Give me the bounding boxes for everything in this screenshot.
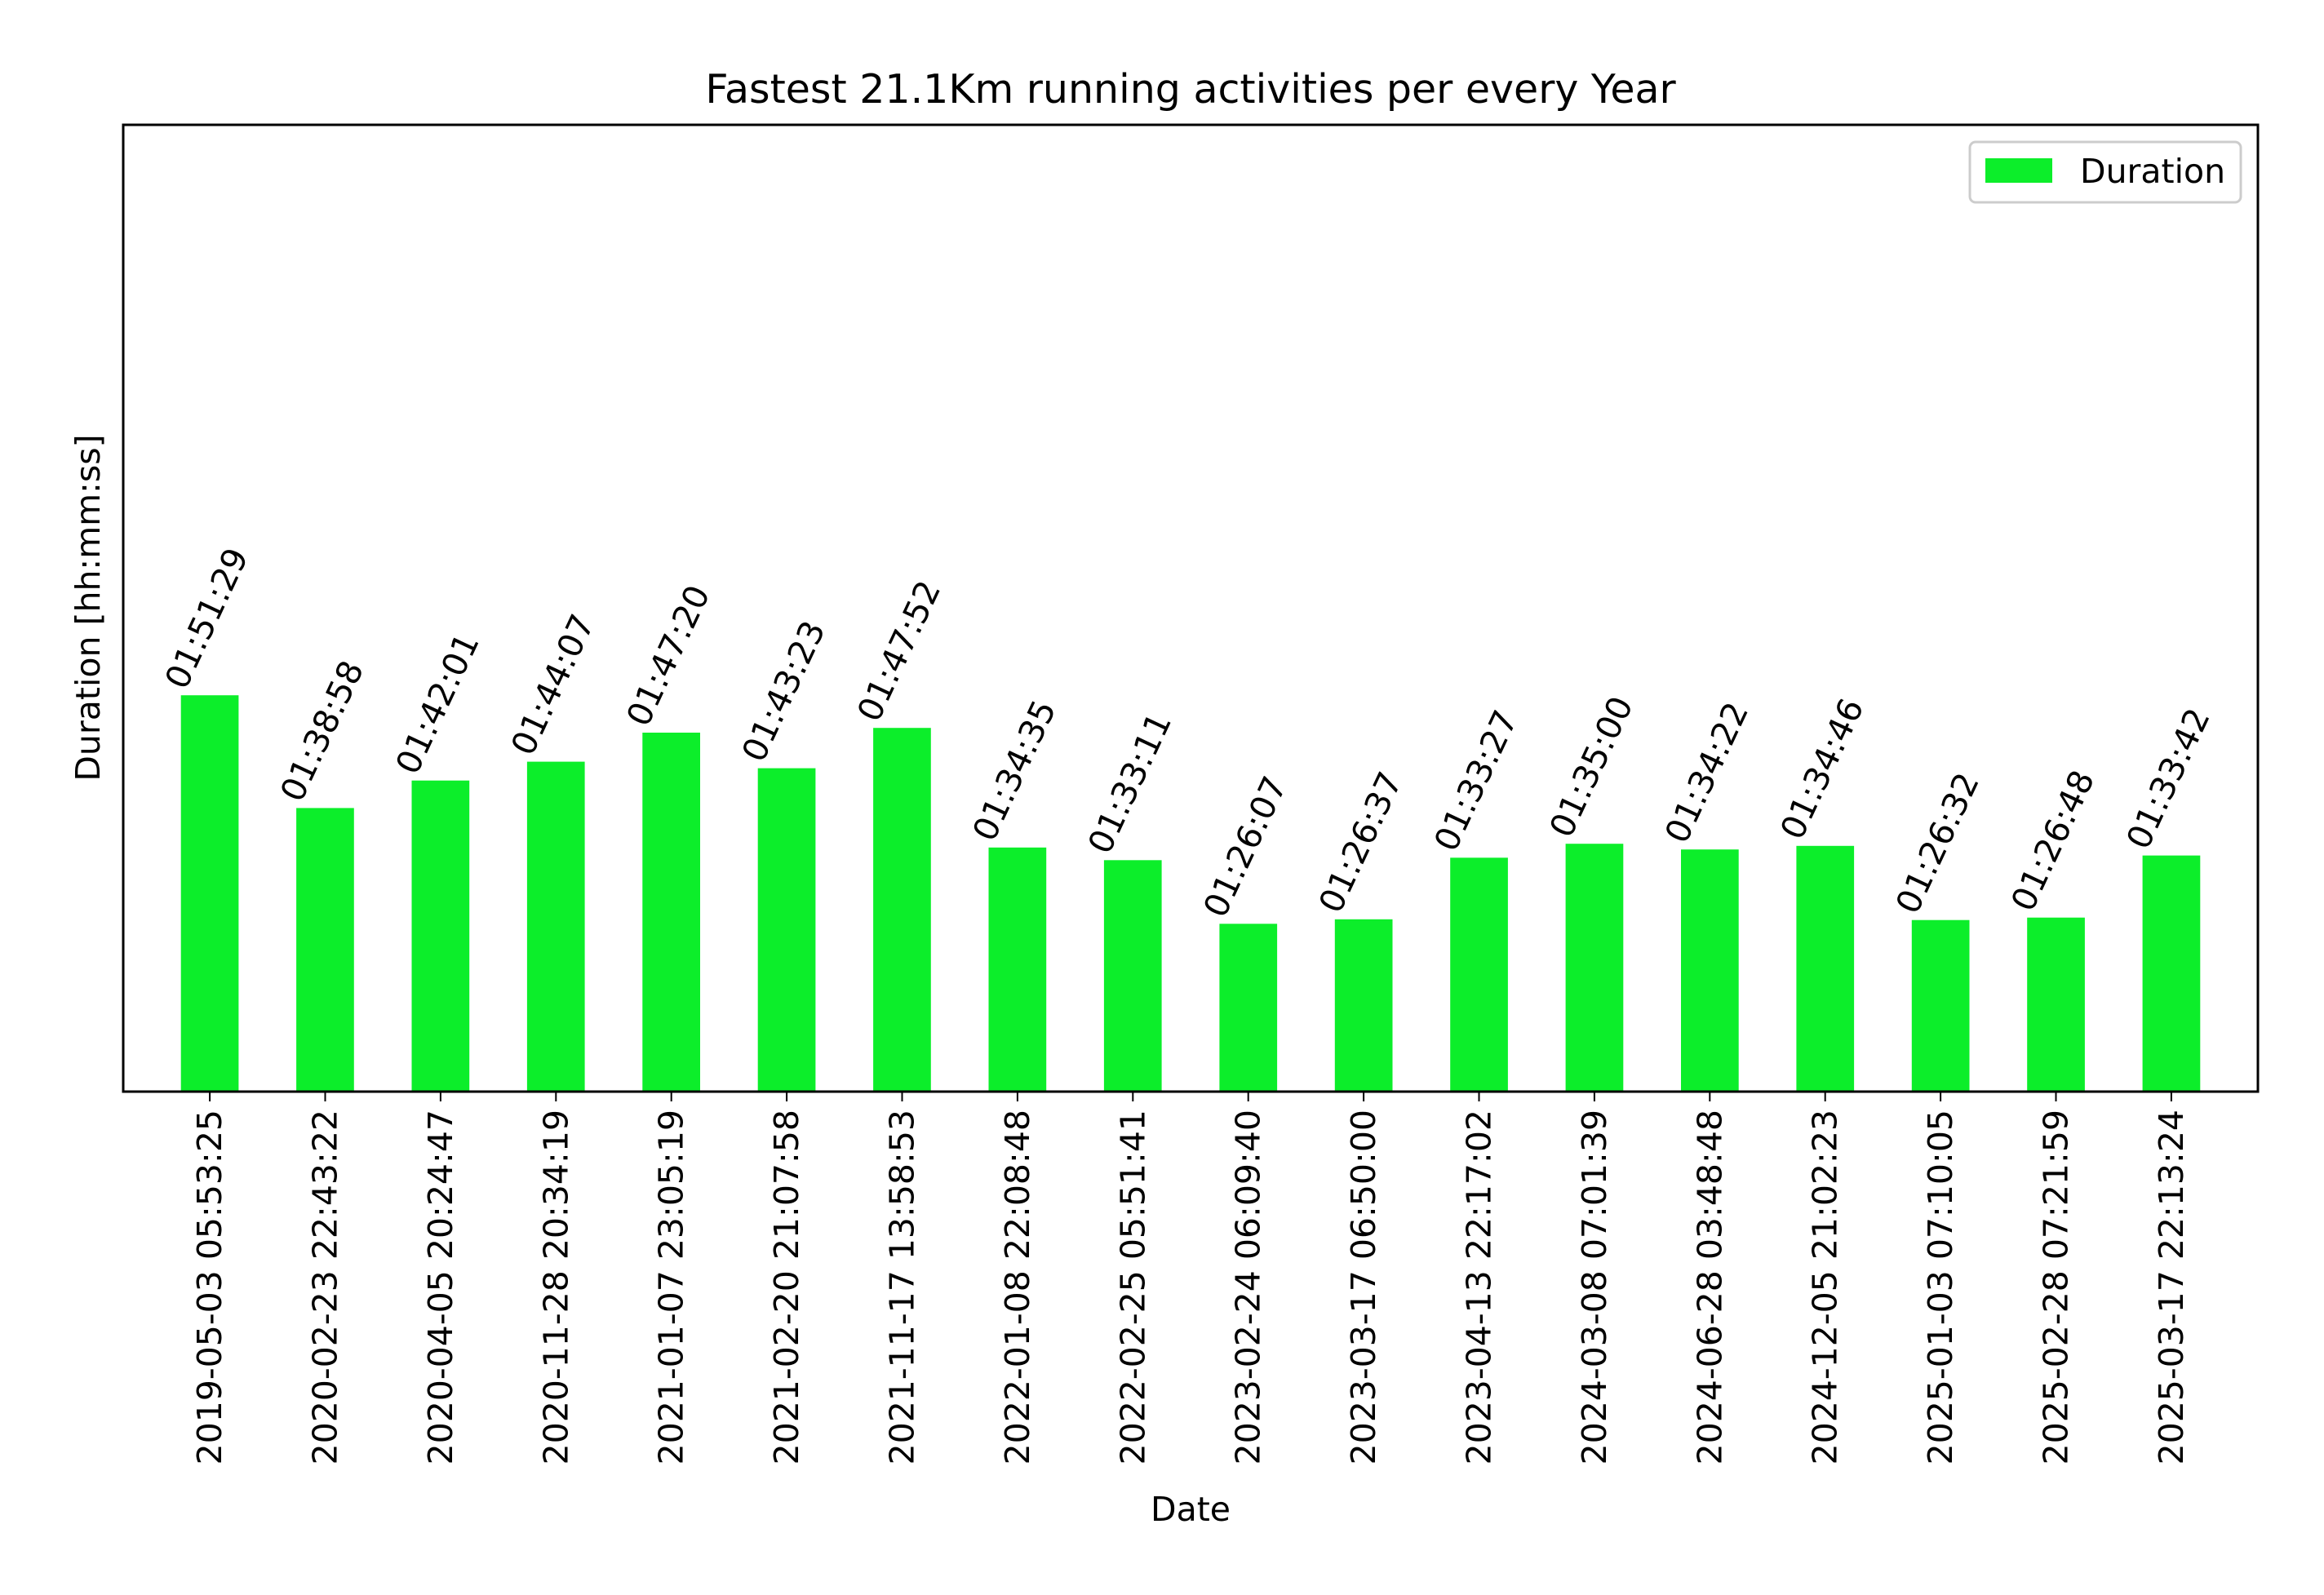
bar — [2142, 855, 2201, 1092]
bar-value-label: 01:43:23 — [734, 615, 833, 768]
legend-label: Duration — [2080, 152, 2225, 191]
bar — [757, 768, 816, 1092]
x-tick-label: 2022-02-25 05:51:41 — [1113, 1110, 1152, 1464]
bar — [1681, 849, 1739, 1092]
bar-value-label: 01:33:27 — [1426, 704, 1525, 857]
bar-value-label: 01:47:20 — [619, 579, 717, 732]
bar — [2027, 917, 2085, 1092]
bar-value-label: 01:38:58 — [273, 654, 371, 807]
bar — [1565, 844, 1624, 1092]
bars-group — [180, 695, 2201, 1092]
bar-value-label: 01:33:11 — [1080, 707, 1179, 859]
legend-box — [1968, 140, 2242, 204]
y-axis-label: Duration [hh:mm:ss] — [69, 434, 108, 781]
x-axis-label: Date — [1151, 1490, 1231, 1529]
x-tick-label: 2020-11-28 20:34:19 — [536, 1110, 575, 1464]
bar-value-label: 01:34:46 — [1772, 693, 1871, 845]
legend: Duration — [1968, 140, 2242, 204]
x-tick-label: 2021-02-20 21:07:58 — [767, 1110, 806, 1464]
bar — [642, 733, 700, 1092]
x-tick-label: 2020-04-05 20:24:47 — [421, 1110, 460, 1464]
bar-value-label: 01:34:22 — [1657, 696, 1756, 848]
x-tick-label: 2025-01-03 07:10:05 — [1921, 1110, 1960, 1464]
x-tick-label: 2023-02-24 06:09:40 — [1229, 1110, 1268, 1464]
x-tick-label: 2025-02-28 07:21:59 — [2037, 1110, 2076, 1464]
x-tick-label: 2023-04-13 22:17:02 — [1460, 1110, 1499, 1464]
x-tick-label: 2019-05-03 05:53:25 — [190, 1110, 229, 1464]
bar-value-label: 01:34:35 — [965, 694, 1063, 847]
bar — [1450, 857, 1508, 1092]
x-tick-label: 2020-02-23 22:43:22 — [306, 1110, 345, 1464]
bar — [411, 780, 470, 1092]
x-tick-label: 2022-01-08 22:08:48 — [998, 1110, 1037, 1464]
x-tick-label: 2024-03-08 07:01:39 — [1575, 1110, 1614, 1464]
x-tick-label: 2024-12-05 21:02:23 — [1806, 1110, 1845, 1464]
bar-value-label: 01:26:48 — [2003, 764, 2102, 917]
chart-title: Fastest 21.1Km running activities per ev… — [705, 66, 1676, 113]
bar — [180, 695, 239, 1092]
x-tick-label: 2023-03-17 06:50:00 — [1344, 1110, 1383, 1464]
bar — [1334, 919, 1393, 1092]
bar-value-label: 01:33:42 — [2118, 702, 2217, 855]
legend-swatch — [1985, 158, 2052, 183]
x-tick-label: 2025-03-17 22:13:24 — [2152, 1110, 2191, 1464]
bar-value-label: 01:26:32 — [1888, 767, 1987, 919]
x-tick-label: 2024-06-28 03:48:48 — [1690, 1110, 1729, 1464]
x-tick-label: 2021-11-17 13:58:53 — [883, 1110, 922, 1464]
bar — [1219, 924, 1278, 1092]
bar — [873, 728, 931, 1092]
bar-value-label: 01:26:37 — [1311, 766, 1410, 919]
plot-frame — [122, 123, 2260, 1093]
bar-value-label: 01:35:00 — [1541, 690, 1640, 843]
bar-value-label: 01:51:29 — [157, 542, 256, 694]
bar-value-label: 01:42:01 — [388, 627, 486, 780]
bar — [1911, 919, 1970, 1092]
bar — [296, 808, 354, 1092]
x-ticks-group: 2019-05-03 05:53:25 2020-02-23 22:43:22 20… — [190, 1092, 2191, 1464]
bar-value-label: 01:26:07 — [1195, 770, 1294, 923]
bar — [526, 761, 585, 1092]
bar — [988, 847, 1047, 1092]
bar — [1103, 860, 1162, 1092]
bar-value-label: 01:47:52 — [849, 574, 948, 727]
bar-value-label: 01:44:07 — [503, 609, 602, 761]
bar — [1796, 845, 1855, 1092]
x-tick-label: 2021-01-07 23:05:19 — [652, 1110, 691, 1464]
